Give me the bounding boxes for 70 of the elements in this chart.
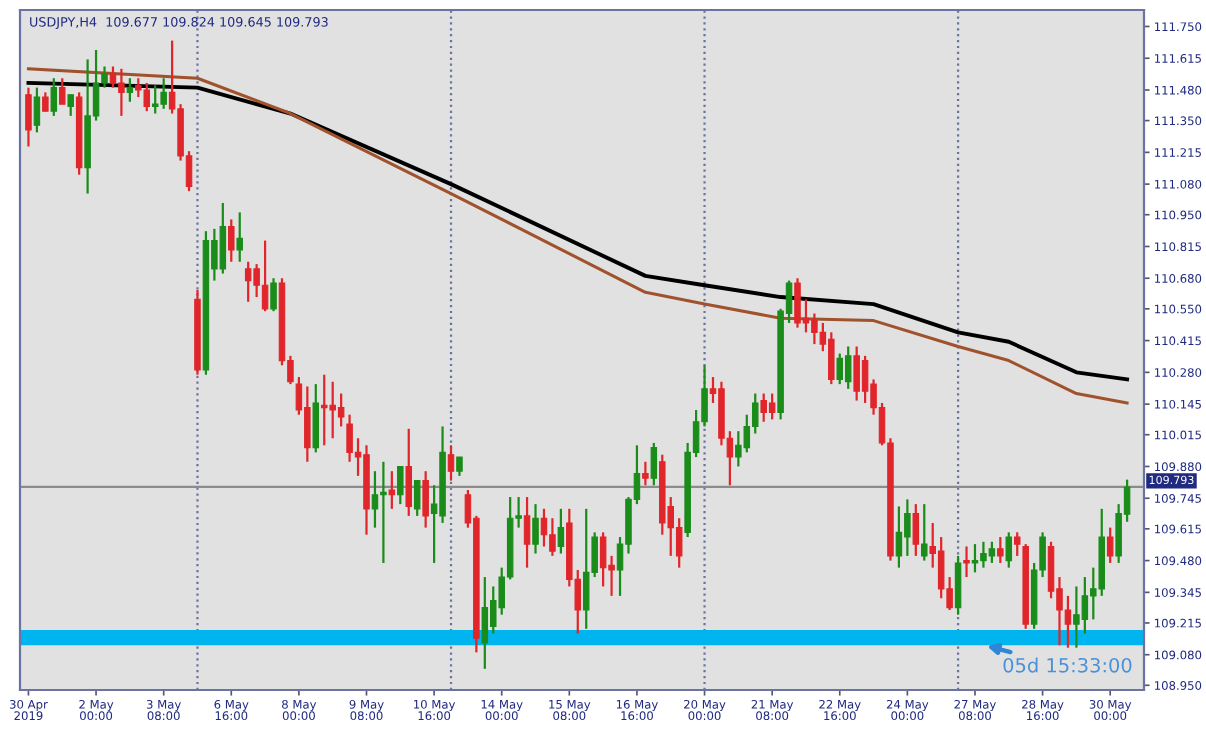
candlestick	[329, 380, 336, 440]
candlestick	[219, 201, 227, 275]
candlestick	[997, 535, 1004, 565]
candlestick	[126, 77, 134, 103]
candlestick	[50, 77, 58, 117]
candlestick	[904, 498, 911, 557]
candlestick	[954, 554, 962, 616]
candlestick	[405, 427, 413, 517]
candlestick	[337, 392, 345, 428]
candlestick	[828, 331, 835, 386]
candlestick	[582, 507, 590, 630]
candlestick	[346, 413, 353, 463]
candlestick	[836, 352, 844, 386]
candlestick	[67, 93, 74, 117]
candlestick	[481, 575, 489, 670]
candlestick	[371, 470, 379, 529]
candlestick	[135, 77, 142, 99]
candlestick	[118, 67, 125, 117]
candlestick	[33, 86, 41, 134]
candlestick	[304, 385, 311, 463]
candlestick	[160, 77, 167, 110]
candlestick	[557, 507, 565, 555]
candlestick	[312, 383, 320, 454]
candlestick	[413, 479, 421, 517]
candlestick	[228, 218, 235, 263]
candlestick	[388, 470, 396, 510]
candlestick	[422, 470, 429, 529]
candlestick	[143, 81, 151, 113]
candlestick	[380, 460, 387, 565]
candlestick	[42, 91, 49, 113]
candlestick	[650, 441, 658, 487]
candlestick	[532, 503, 539, 555]
candlestick	[599, 531, 607, 588]
annotation: 05d 15:33:00	[1003, 657, 1132, 673]
candlestick	[1013, 531, 1021, 557]
candlestick	[244, 260, 252, 303]
candlestick	[794, 277, 801, 329]
candlestick	[523, 495, 531, 569]
candlestick	[912, 503, 920, 557]
candlestick	[735, 430, 742, 468]
candlestick	[549, 517, 556, 557]
candlestick	[844, 345, 852, 390]
candlestick	[397, 465, 404, 506]
candlestick	[642, 460, 649, 487]
candlestick	[320, 373, 328, 447]
candlestick	[25, 86, 32, 148]
candlestick	[963, 545, 970, 579]
candlestick	[261, 239, 269, 313]
candlestick	[853, 345, 860, 402]
candlestick	[1005, 531, 1013, 569]
candlestick	[447, 444, 455, 482]
candlestick	[151, 84, 159, 115]
candlestick	[895, 505, 903, 569]
candlestick	[1073, 585, 1080, 649]
candlestick	[921, 503, 928, 562]
candlestick	[540, 507, 548, 548]
candlestick	[58, 77, 66, 106]
candlestick	[270, 277, 277, 313]
candlestick	[980, 540, 987, 569]
candlestick	[109, 65, 117, 89]
candlestick	[937, 535, 945, 600]
candlestick	[236, 211, 243, 263]
candlestick	[811, 312, 818, 346]
candlestick	[456, 455, 463, 477]
candlestick	[971, 543, 979, 574]
candlestick	[861, 354, 869, 405]
candlestick	[768, 392, 776, 421]
candlestick	[1064, 594, 1072, 649]
candlestick	[988, 540, 996, 565]
candlestick	[1106, 526, 1114, 565]
